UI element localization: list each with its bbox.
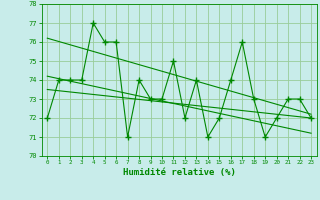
X-axis label: Humidité relative (%): Humidité relative (%) [123,168,236,177]
